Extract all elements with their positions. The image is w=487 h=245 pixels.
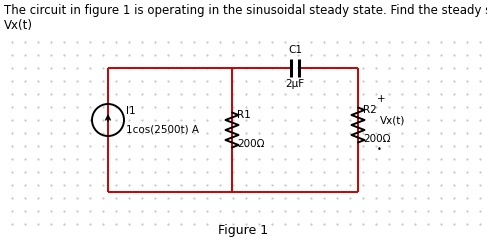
Text: •: • [377, 145, 382, 154]
Text: 2μF: 2μF [285, 79, 304, 89]
Text: R2: R2 [363, 105, 377, 115]
Text: Vx(t): Vx(t) [380, 115, 405, 125]
Text: 200Ω: 200Ω [363, 134, 391, 144]
Text: The circuit in figure 1 is operating in the sinusoidal steady state. Find the st: The circuit in figure 1 is operating in … [4, 4, 487, 32]
Text: I1: I1 [126, 106, 135, 116]
Text: +: + [377, 94, 386, 103]
Text: R1: R1 [237, 110, 251, 120]
Text: 1cos(2500t) A: 1cos(2500t) A [126, 124, 199, 134]
Text: C1: C1 [288, 45, 302, 55]
Text: 200Ω: 200Ω [237, 139, 264, 149]
Text: Figure 1: Figure 1 [219, 224, 268, 237]
